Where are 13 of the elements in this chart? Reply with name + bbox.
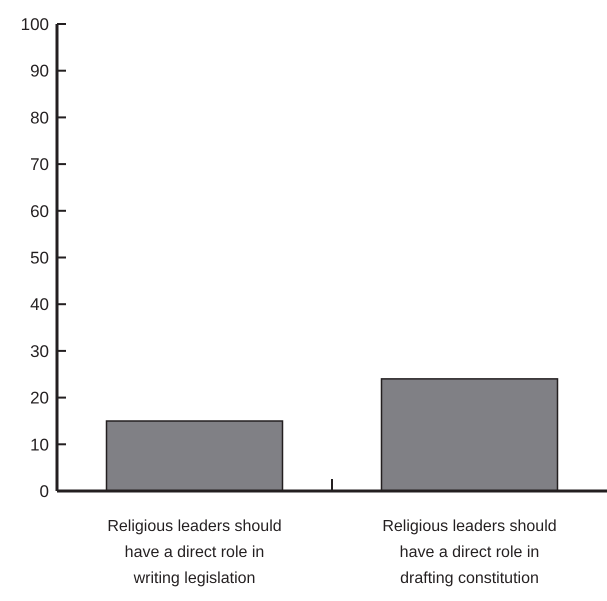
y-tick-label: 100 (20, 15, 49, 34)
x-tick-label: Religious leaders should have a direct role in writing legislation (107, 518, 282, 587)
y-tick-label: 0 (40, 482, 49, 501)
y-tick-label: 30 (30, 342, 49, 361)
y-tick-label: 80 (30, 108, 49, 128)
x-tick-label: Religious leaders should have a direct role in drafting constitution (382, 518, 557, 587)
y-tick-label: 40 (30, 295, 49, 314)
y-tick-label: 10 (30, 435, 49, 454)
y-tick-label: 50 (30, 248, 49, 268)
y-tick-label: 70 (30, 155, 49, 174)
y-tick-label: 90 (30, 62, 49, 81)
y-tick-label: 60 (30, 202, 49, 221)
y-tick-label: 20 (30, 388, 49, 408)
